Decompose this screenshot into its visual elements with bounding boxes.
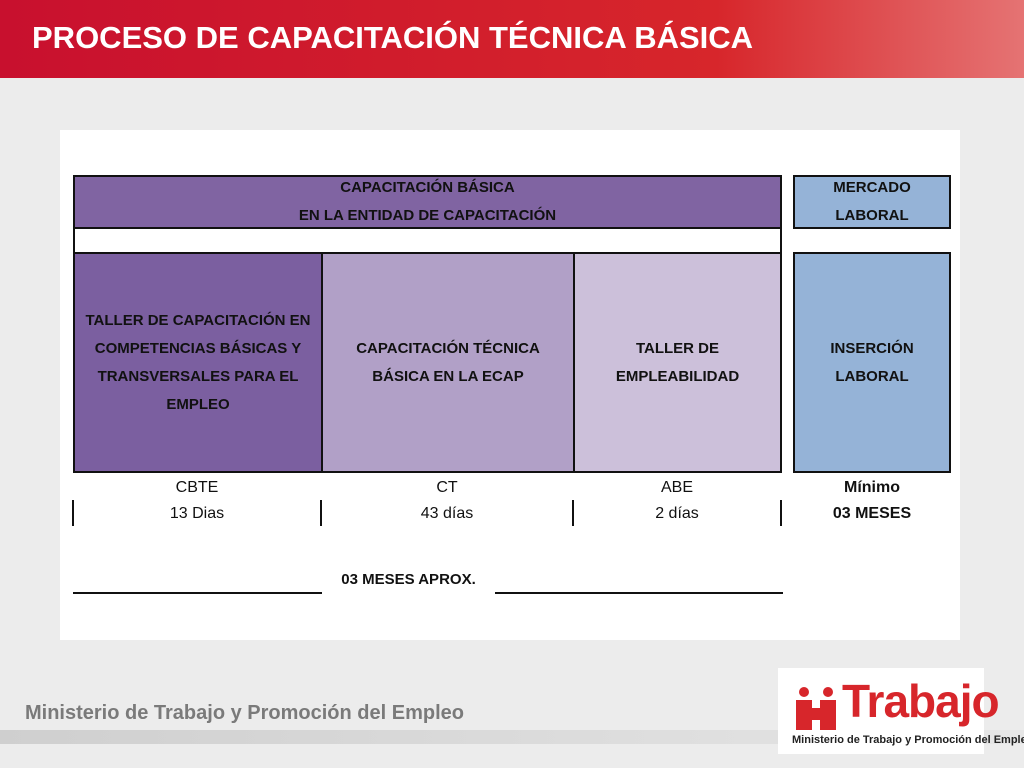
divider <box>320 500 322 526</box>
title: PROCESO DE CAPACITACIÓN TÉCNICA BÁSICA <box>32 20 754 55</box>
header-bar <box>0 0 1024 78</box>
market-header-line: LABORAL <box>835 207 909 224</box>
stage-code: CBTE <box>175 479 219 496</box>
empty-row <box>73 227 782 254</box>
stage-code: ABE <box>660 479 693 496</box>
top-header: CAPACITACIÓN BÁSICA EN LA ENTIDAD DE CAP… <box>73 175 782 229</box>
stage-code: CT <box>436 479 458 496</box>
footer-bar <box>0 730 1024 744</box>
divider <box>72 500 74 526</box>
top-header-line: CAPACITACIÓN BÁSICA <box>340 179 515 196</box>
total-line <box>73 592 322 594</box>
market-header-line: MERCADO <box>833 179 911 196</box>
total-line <box>495 592 783 594</box>
divider <box>780 500 782 526</box>
market-header: MERCADO LABORAL <box>793 175 951 229</box>
insertion-duration: 03 MESES <box>832 505 912 522</box>
stage-box: CAPACITACIÓN TÉCNICA BÁSICA EN LA ECAP <box>321 252 575 473</box>
top-header-line: EN LA ENTIDAD DE CAPACITACIÓN <box>298 207 557 224</box>
stage-box: TALLER DE CAPACITACIÓN EN COMPETENCIAS B… <box>73 252 323 473</box>
stage-duration: 13 Dias <box>169 505 225 522</box>
stage-duration: 2 días <box>655 505 699 522</box>
divider <box>572 500 574 526</box>
total: 03 MESES APROX. <box>341 571 476 588</box>
logo-icon <box>792 684 840 732</box>
insertion-code: Mínimo <box>844 479 900 496</box>
stage-box: TALLER DE EMPLEABILIDAD <box>573 252 782 473</box>
ministry: Ministerio de Trabajo y Promoción del Em… <box>25 702 464 724</box>
logo-subtitle: Ministerio de Trabajo y Promoción del Em… <box>792 734 1024 746</box>
stage-duration: 43 días <box>420 505 474 522</box>
insertion-box: INSERCIÓN LABORAL <box>793 252 951 473</box>
logo-title: Trabajo <box>842 675 1000 727</box>
